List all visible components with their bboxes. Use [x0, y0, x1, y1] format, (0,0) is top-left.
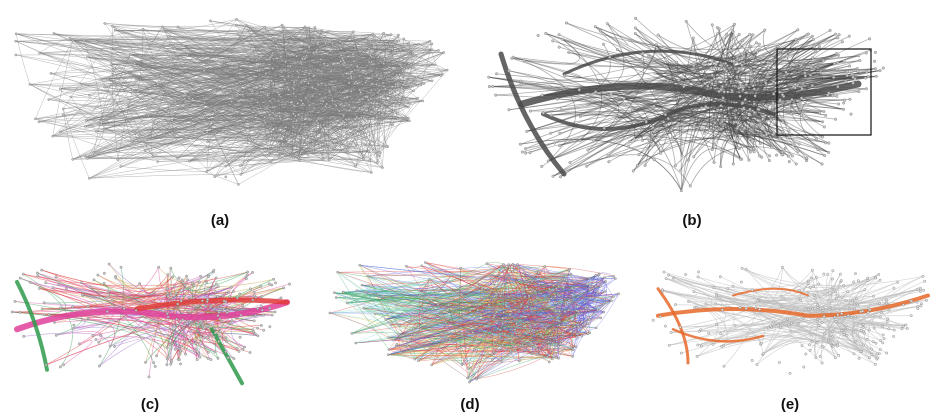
- panel-d-colored-raw: [320, 250, 630, 390]
- raw-edge-graph-colored: [328, 261, 620, 384]
- panel-a-raw-graph: [6, 6, 466, 206]
- bundled-edge-graph-colored: [10, 262, 291, 386]
- zoom-region-box: [776, 48, 872, 136]
- caption-c: (c): [140, 396, 160, 413]
- caption-b: (b): [682, 212, 702, 229]
- panel-e-highlighted-bundle: [643, 255, 943, 390]
- panel-b-bundled-graph: [480, 4, 900, 204]
- caption-a: (a): [210, 212, 230, 229]
- raw-edge-graph-gray: [14, 18, 449, 186]
- caption-d: (d): [460, 396, 480, 413]
- panel-c-colored-bundles: [2, 255, 302, 390]
- caption-e: (e): [780, 396, 800, 413]
- bundled-edge-graph-gray: [487, 16, 885, 193]
- highlighted-bundle-graph: [651, 265, 930, 375]
